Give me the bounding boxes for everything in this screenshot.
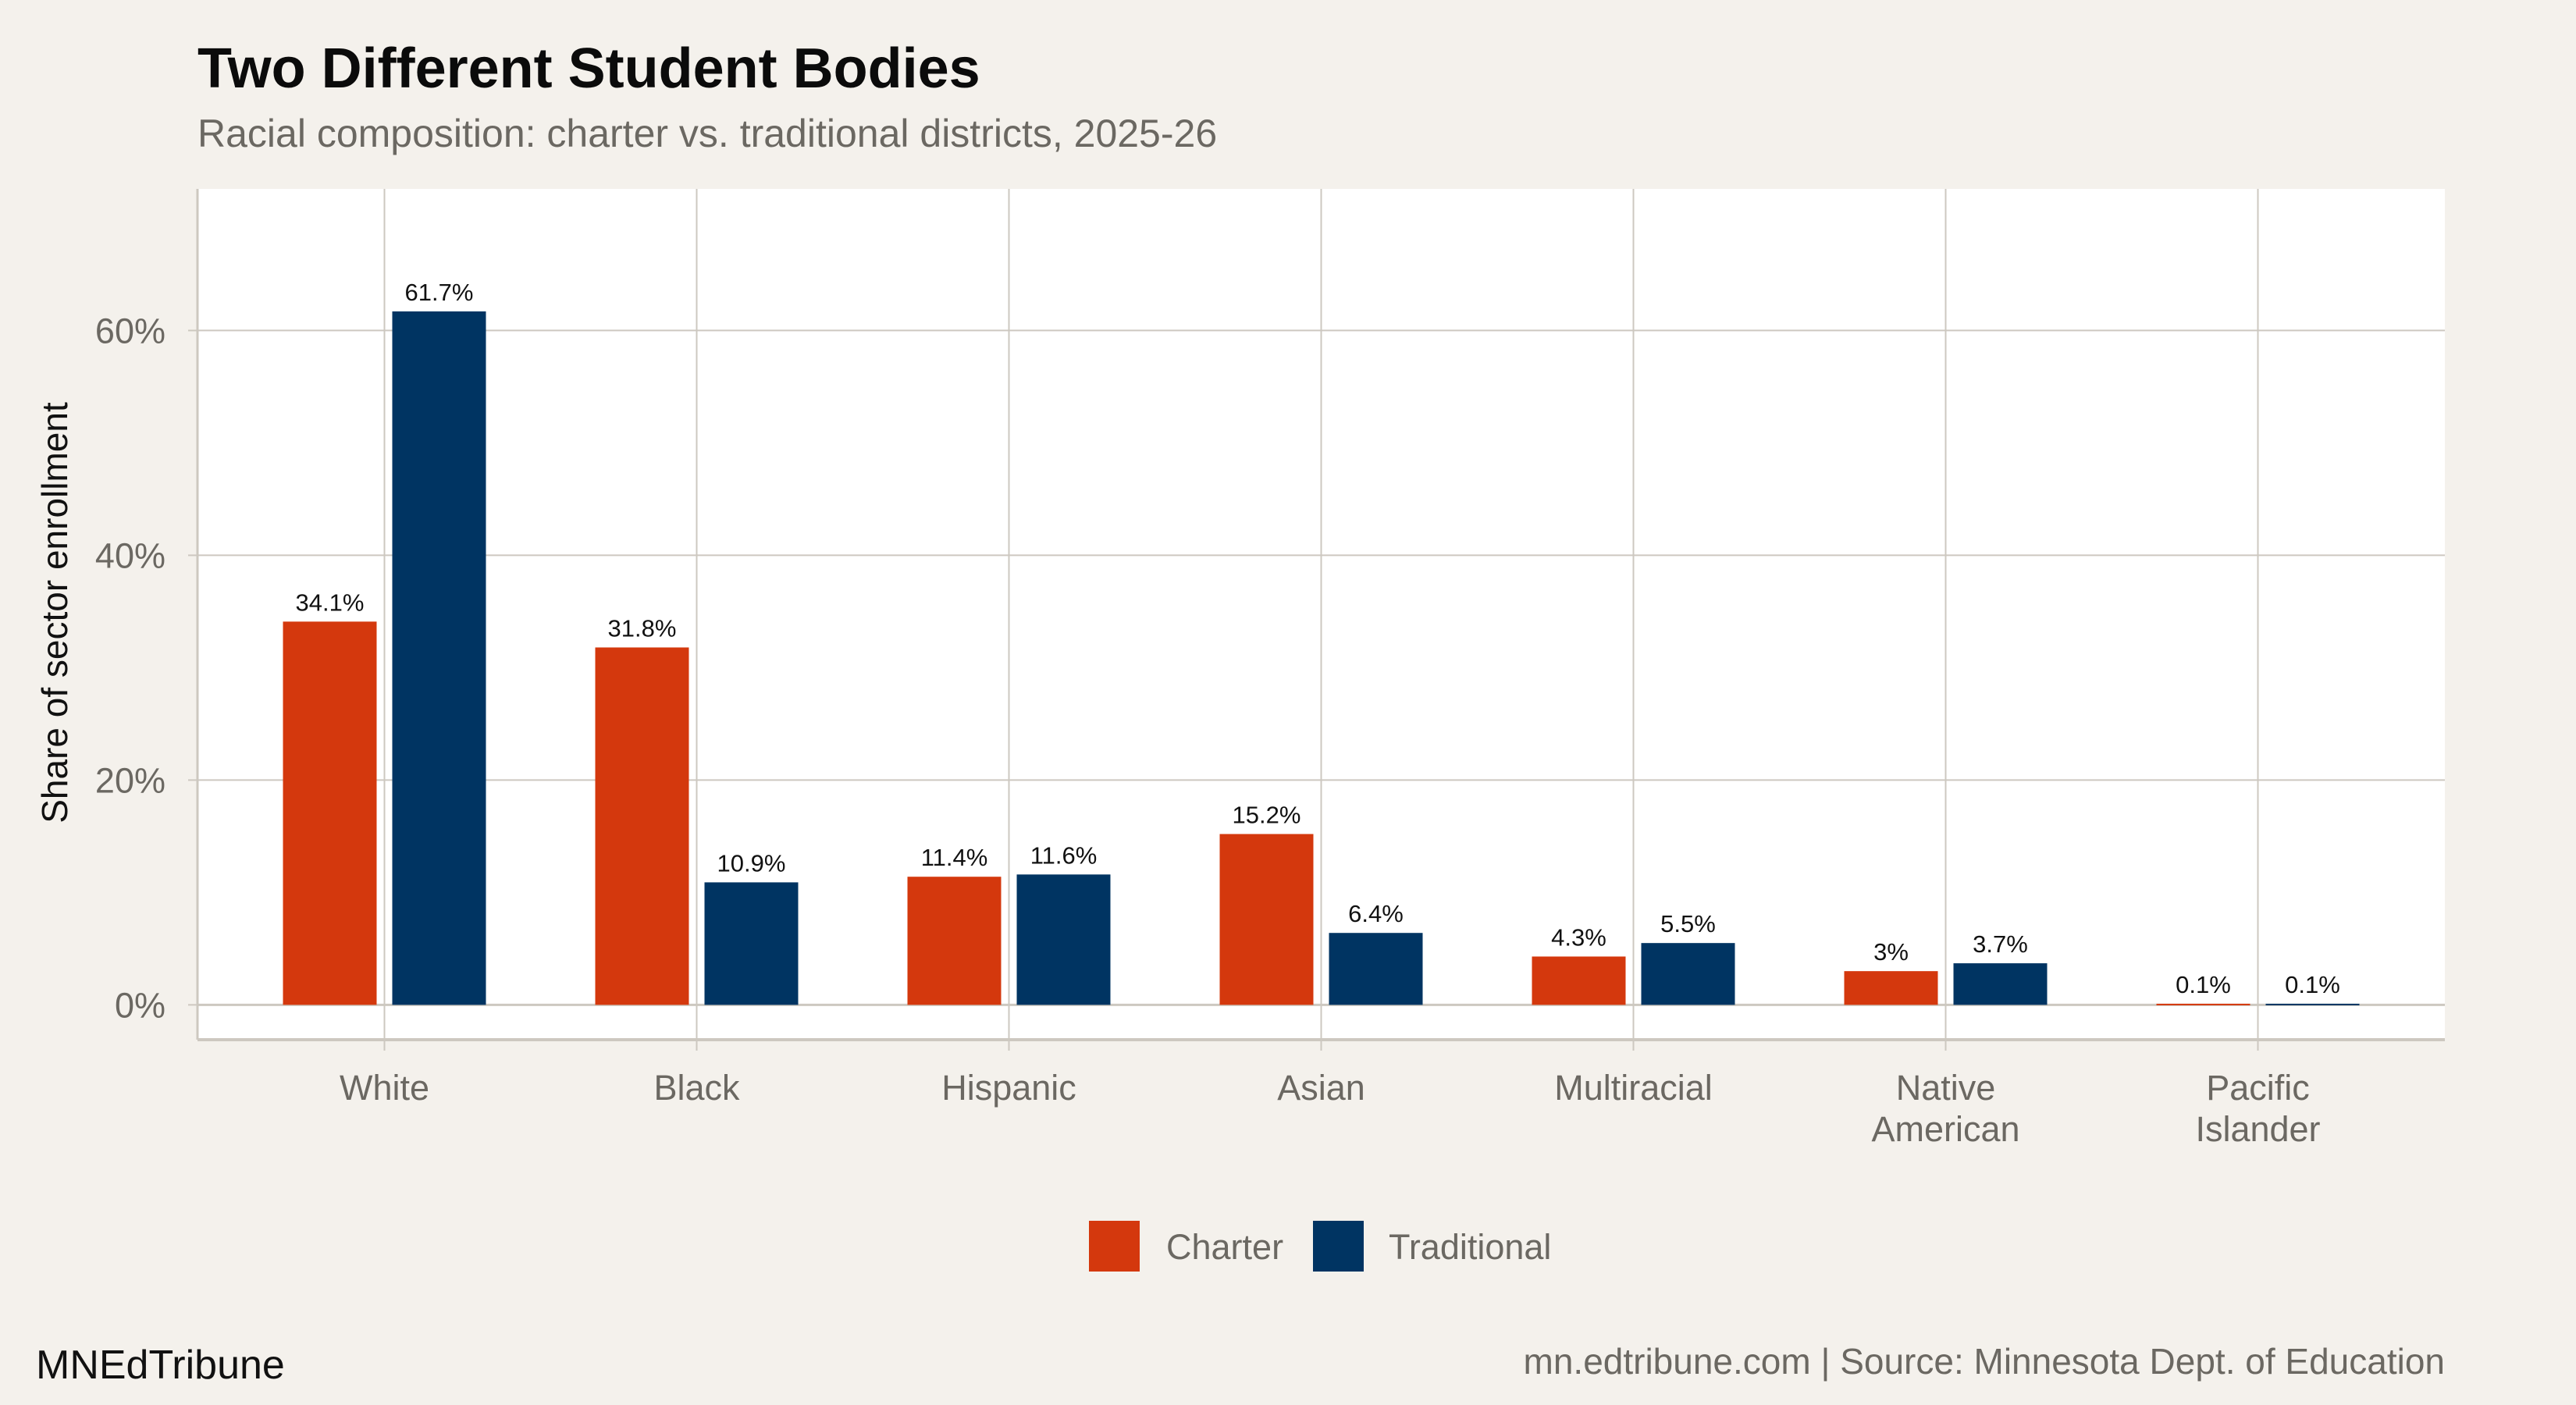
- data-label: 5.5%: [1660, 910, 1716, 937]
- data-label: 6.4%: [1348, 900, 1404, 927]
- y-tick-label: 0%: [115, 985, 165, 1025]
- y-tick-label: 60%: [95, 311, 165, 350]
- bar-charter: [283, 621, 377, 1005]
- source-caption: mn.edtribune.com | Source: Minnesota Dep…: [1524, 1341, 2445, 1382]
- legend: Charter Traditional: [1089, 1221, 1551, 1272]
- x-tick-label: Asian: [1277, 1068, 1365, 1108]
- bar-traditional: [1016, 874, 1111, 1005]
- data-label: 3.7%: [1973, 930, 2028, 958]
- data-label: 10.9%: [717, 849, 786, 877]
- legend-label-charter: Charter: [1166, 1227, 1283, 1267]
- bar-charter: [1532, 956, 1626, 1005]
- gridlines: [197, 189, 2445, 1040]
- data-label: 11.6%: [1030, 841, 1098, 869]
- x-tick-label: Islander: [2195, 1109, 2320, 1149]
- legend-swatch-traditional: [1313, 1221, 1364, 1272]
- y-axis-title: Share of sector enrollment: [34, 402, 75, 823]
- legend-swatch-charter: [1089, 1221, 1140, 1272]
- bar-traditional: [704, 882, 799, 1005]
- bar-charter: [1219, 834, 1314, 1005]
- x-axis-ticks: White Black Hispanic Asian Multiracial Native…: [340, 1040, 2321, 1149]
- data-label: 4.3%: [1551, 923, 1606, 951]
- data-label: 61.7%: [405, 279, 474, 306]
- data-label: 11.4%: [921, 844, 988, 871]
- chart-title: Two Different Student Bodies: [197, 37, 980, 100]
- bar-traditional: [1641, 943, 1735, 1005]
- bars: 34.1% 61.7% 31.8% 10.9% 11.4% 11.6% 15.2% 6.4% 4…: [283, 279, 2360, 1005]
- x-tick-label: Hispanic: [941, 1068, 1076, 1108]
- x-tick-label: Multiracial: [1554, 1068, 1713, 1108]
- data-label: 3%: [1873, 938, 1909, 966]
- bar-traditional: [1329, 933, 1423, 1005]
- y-tick-label: 40%: [95, 535, 165, 575]
- x-tick-label: Pacific: [2206, 1068, 2310, 1108]
- x-tick-label: Native: [1896, 1068, 1996, 1108]
- bar-traditional: [1953, 963, 2048, 1005]
- chart-subtitle: Racial composition: charter vs. traditio…: [197, 112, 1217, 155]
- bar-charter: [1844, 971, 1938, 1005]
- bar-charter: [595, 647, 689, 1005]
- y-tick-label: 20%: [95, 760, 165, 800]
- data-label: 34.1%: [296, 589, 365, 616]
- x-tick-label: White: [340, 1068, 429, 1108]
- x-tick-label: American: [1871, 1109, 2019, 1149]
- data-label: 15.2%: [1233, 801, 1301, 828]
- data-label: 0.1%: [2176, 971, 2231, 998]
- data-label: 0.1%: [2285, 971, 2340, 998]
- bar-traditional: [2265, 1003, 2360, 1005]
- legend-label-traditional: Traditional: [1389, 1227, 1551, 1267]
- y-axis-ticks: 0% 20% 40% 60%: [95, 311, 197, 1025]
- bar-charter: [907, 877, 1002, 1005]
- bar-traditional: [392, 311, 486, 1005]
- x-tick-label: Black: [653, 1068, 740, 1108]
- data-label: 31.8%: [608, 614, 677, 642]
- brand-logo-text: MNEdTribune: [36, 1343, 285, 1388]
- bar-charter: [2156, 1003, 2250, 1005]
